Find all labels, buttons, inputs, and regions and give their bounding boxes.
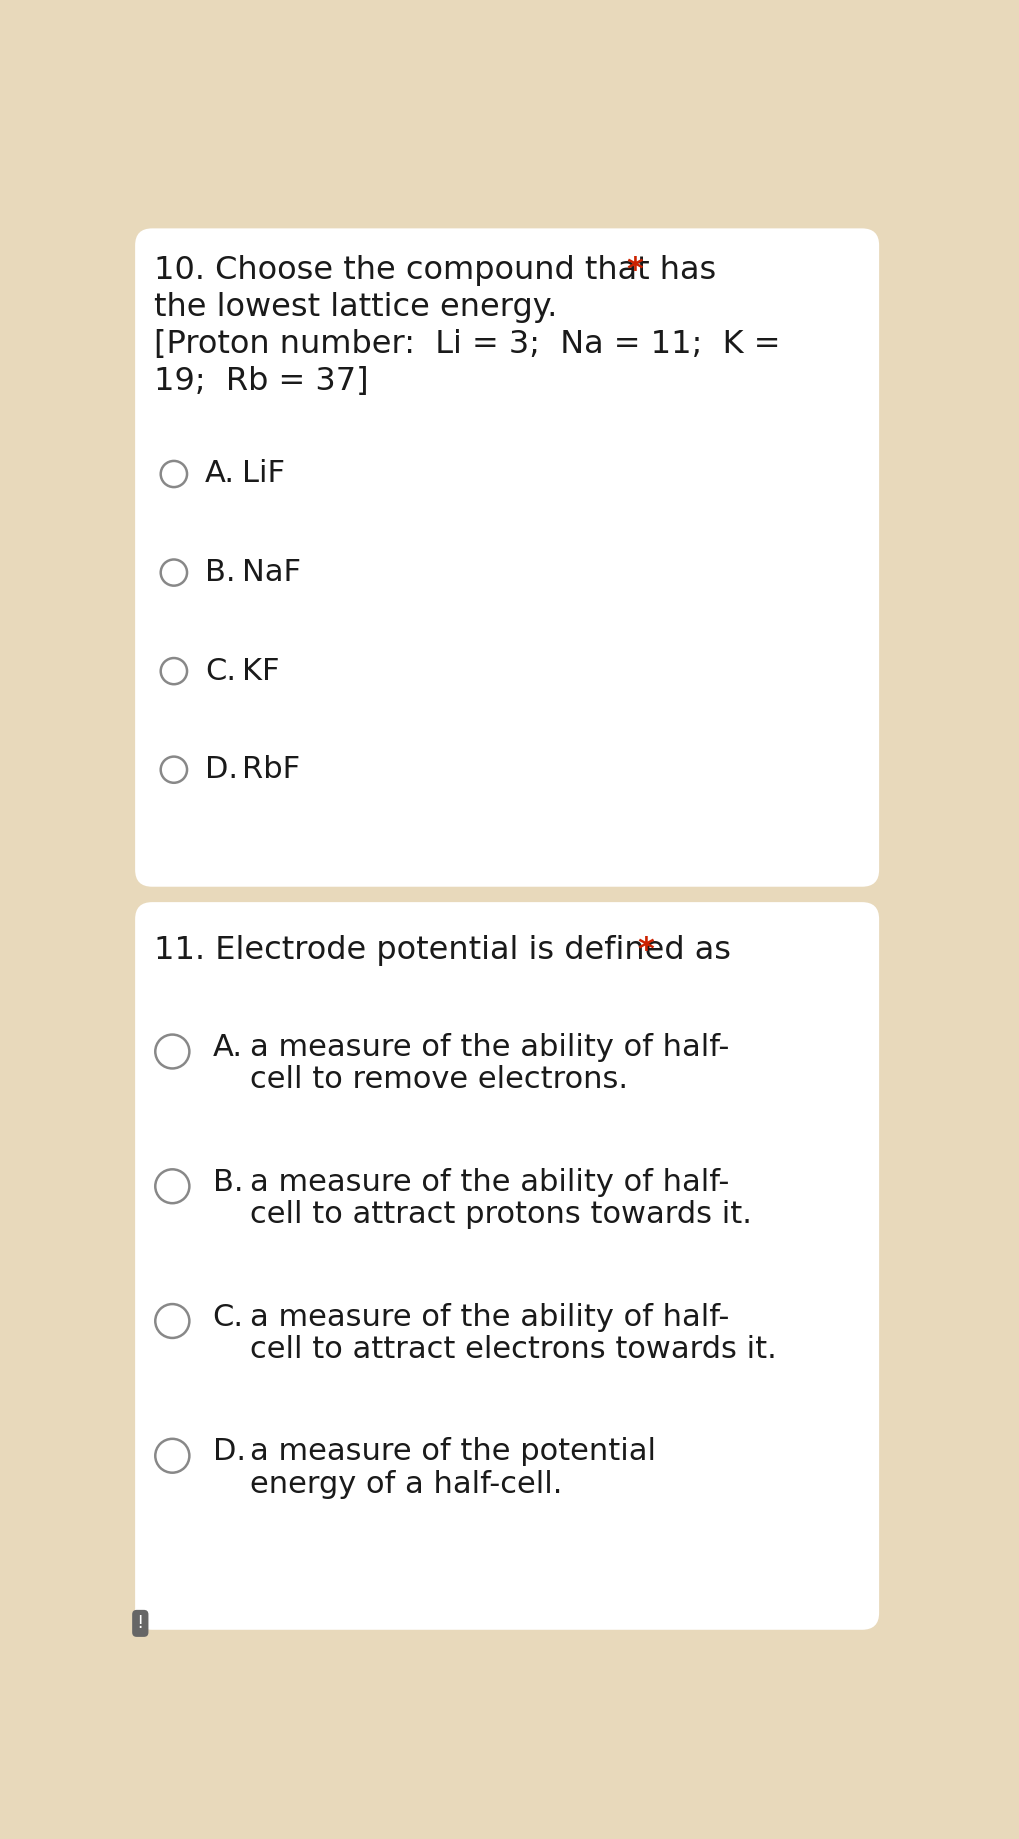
- Text: KF: KF: [243, 657, 279, 686]
- Text: B.: B.: [213, 1168, 244, 1197]
- Text: B.: B.: [205, 557, 235, 587]
- Text: C.: C.: [205, 657, 235, 686]
- FancyBboxPatch shape: [136, 903, 879, 1629]
- Text: LiF: LiF: [243, 460, 285, 489]
- Text: *: *: [616, 256, 644, 287]
- Text: the lowest lattice energy.: the lowest lattice energy.: [155, 292, 557, 324]
- Text: *: *: [628, 936, 655, 965]
- Text: cell to remove electrons.: cell to remove electrons.: [250, 1065, 628, 1094]
- Text: NaF: NaF: [243, 557, 301, 587]
- Text: D.: D.: [213, 1438, 246, 1466]
- Text: C.: C.: [213, 1302, 244, 1331]
- Text: cell to attract electrons towards it.: cell to attract electrons towards it.: [250, 1335, 776, 1365]
- Text: a measure of the potential: a measure of the potential: [250, 1438, 656, 1466]
- Text: 11. Electrode potential is defined as: 11. Electrode potential is defined as: [155, 936, 732, 965]
- Text: 10. Choose the compound that has: 10. Choose the compound that has: [155, 256, 716, 287]
- Text: A.: A.: [205, 460, 234, 489]
- Text: A.: A.: [213, 1034, 243, 1063]
- Text: D.: D.: [205, 756, 237, 783]
- Text: 19;  Rb = 37]: 19; Rb = 37]: [155, 366, 369, 397]
- Text: !: !: [137, 1615, 144, 1633]
- Text: RbF: RbF: [243, 756, 301, 783]
- FancyBboxPatch shape: [136, 228, 879, 886]
- Text: a measure of the ability of half-: a measure of the ability of half-: [250, 1168, 730, 1197]
- Text: energy of a half-cell.: energy of a half-cell.: [250, 1469, 562, 1499]
- Text: a measure of the ability of half-: a measure of the ability of half-: [250, 1302, 730, 1331]
- Text: [Proton number:  Li = 3;  Na = 11;  K =: [Proton number: Li = 3; Na = 11; K =: [155, 329, 781, 360]
- Text: a measure of the ability of half-: a measure of the ability of half-: [250, 1034, 730, 1063]
- Text: cell to attract protons towards it.: cell to attract protons towards it.: [250, 1201, 752, 1228]
